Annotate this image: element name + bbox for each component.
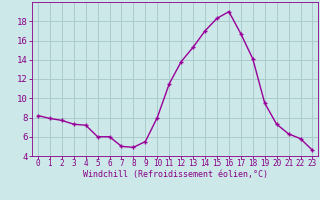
X-axis label: Windchill (Refroidissement éolien,°C): Windchill (Refroidissement éolien,°C) — [83, 170, 268, 179]
